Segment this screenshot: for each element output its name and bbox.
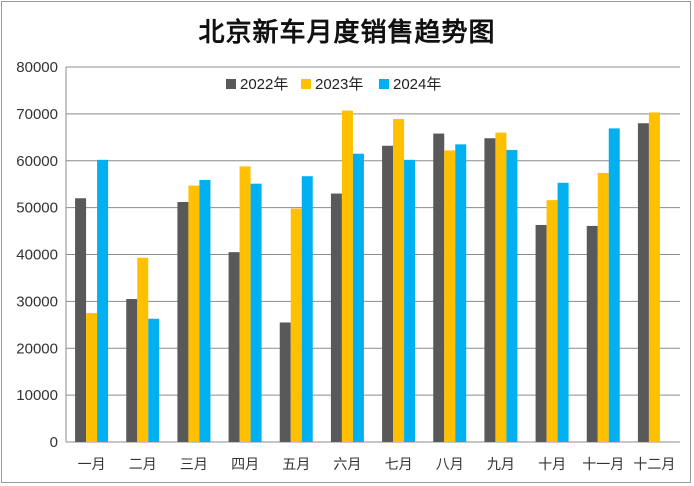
x-tick-label: 五月 xyxy=(282,457,310,473)
legend-label: 2022年 xyxy=(240,76,288,93)
x-tick-label: 七月 xyxy=(385,457,413,473)
bar xyxy=(188,185,200,442)
bar xyxy=(637,123,649,442)
bar xyxy=(455,144,467,442)
bar xyxy=(137,257,149,442)
y-tick-label: 20000 xyxy=(16,340,58,357)
legend-swatch xyxy=(379,79,389,89)
bar xyxy=(433,133,445,442)
bar xyxy=(228,252,240,442)
bar xyxy=(301,176,313,442)
bar xyxy=(484,138,496,442)
y-tick-label: 80000 xyxy=(16,59,58,76)
y-tick-label: 40000 xyxy=(16,247,58,264)
bar xyxy=(557,182,569,442)
bar xyxy=(148,318,160,442)
bar xyxy=(648,112,660,442)
legend-swatch xyxy=(226,79,236,89)
bar xyxy=(199,179,211,442)
bar xyxy=(290,208,302,442)
gridlines xyxy=(65,66,680,443)
bar xyxy=(86,313,98,442)
bars xyxy=(75,110,660,442)
x-tick-label: 十月 xyxy=(538,457,566,473)
x-tick-label: 四月 xyxy=(231,457,259,473)
x-tick-label: 十二月 xyxy=(633,457,675,473)
y-tick-label: 30000 xyxy=(16,293,58,310)
bar xyxy=(444,150,456,442)
legend-label: 2024年 xyxy=(393,76,441,93)
bar xyxy=(586,225,598,442)
x-tick-label: 八月 xyxy=(436,457,464,473)
y-tick-label: 10000 xyxy=(16,387,58,404)
x-tick-label: 九月 xyxy=(487,457,515,473)
bar xyxy=(382,145,394,442)
bar xyxy=(75,198,87,442)
bar xyxy=(535,224,547,442)
y-tick-label: 0 xyxy=(50,434,58,451)
bar xyxy=(177,202,189,442)
bar xyxy=(330,193,342,442)
x-tick-label: 二月 xyxy=(129,457,157,473)
legend-swatch xyxy=(301,79,311,89)
x-tick-label: 六月 xyxy=(333,457,361,473)
chart-title: 北京新车月度销售趋势图 xyxy=(198,18,496,48)
bar xyxy=(546,200,558,442)
x-tick-label: 十一月 xyxy=(582,457,624,473)
legend: 2022年 2023年 2024年 xyxy=(226,76,441,93)
bar xyxy=(341,110,353,442)
bar xyxy=(97,159,109,442)
bar xyxy=(393,119,405,442)
bar xyxy=(506,149,518,442)
x-axis-labels: 一月 二月 三月 四月 五月 六月 七月 八月 九月 十月 十一月 十二月 xyxy=(78,457,676,473)
y-tick-label: 60000 xyxy=(16,153,58,170)
bar xyxy=(239,166,251,442)
bar xyxy=(597,172,609,442)
x-tick-label: 三月 xyxy=(180,457,208,473)
x-tick-label: 一月 xyxy=(78,457,106,473)
bar xyxy=(352,153,364,442)
bar xyxy=(250,183,262,442)
bar xyxy=(404,159,416,442)
y-axis-ticks: 0 10000 20000 30000 40000 50000 60000 70000 8000… xyxy=(16,59,58,451)
bar xyxy=(126,299,138,442)
bar xyxy=(608,128,620,442)
bar xyxy=(495,132,507,442)
bar xyxy=(279,322,291,442)
y-tick-label: 70000 xyxy=(16,106,58,123)
legend-label: 2023年 xyxy=(315,76,363,93)
y-tick-label: 50000 xyxy=(16,200,58,217)
